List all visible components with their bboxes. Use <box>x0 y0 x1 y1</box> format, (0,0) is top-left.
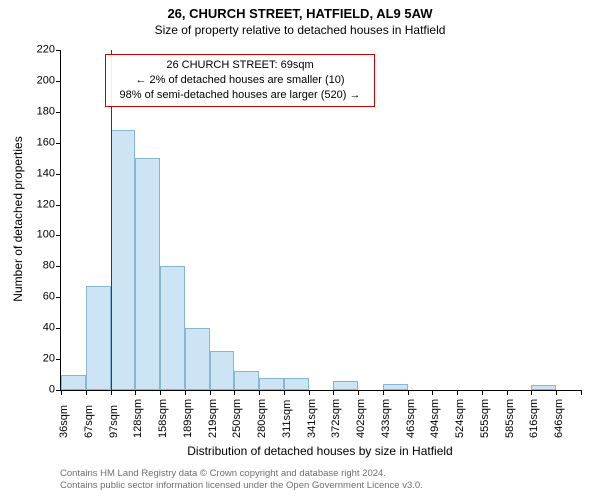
histogram-bar <box>160 266 185 390</box>
x-axis-label: Distribution of detached houses by size … <box>60 444 580 458</box>
callout-annotation: 26 CHURCH STREET: 69sqm← 2% of detached … <box>105 54 375 107</box>
histogram-bar <box>61 375 86 390</box>
x-tick-mark <box>259 390 260 395</box>
y-tick-label: 120 <box>27 199 55 210</box>
annotation-line: ← 2% of detached houses are smaller (10) <box>112 73 368 88</box>
histogram-bar <box>210 351 235 390</box>
y-axis-label: Number of detached properties <box>11 129 25 309</box>
x-tick-mark <box>581 390 582 395</box>
x-tick-mark <box>111 390 112 395</box>
x-tick-label: 97sqm <box>109 405 120 438</box>
x-tick-mark <box>210 390 211 395</box>
histogram-bar <box>284 378 309 390</box>
x-tick-mark <box>408 390 409 395</box>
y-tick-mark <box>56 81 61 82</box>
y-tick-mark <box>56 328 61 329</box>
x-tick-mark <box>160 390 161 395</box>
chart-root: 26, CHURCH STREET, HATFIELD, AL9 5AW Siz… <box>0 0 600 500</box>
x-tick-mark <box>482 390 483 395</box>
y-tick-mark <box>56 266 61 267</box>
x-tick-mark <box>284 390 285 395</box>
x-tick-label: 341sqm <box>307 399 318 438</box>
x-tick-mark <box>556 390 557 395</box>
y-tick-label: 60 <box>27 292 55 303</box>
x-tick-label: 463sqm <box>406 399 417 438</box>
x-tick-mark <box>234 390 235 395</box>
x-tick-label: 616sqm <box>529 399 540 438</box>
histogram-bar <box>135 158 160 390</box>
y-tick-mark <box>56 359 61 360</box>
x-tick-mark <box>135 390 136 395</box>
y-tick-mark <box>56 50 61 51</box>
annotation-line: 98% of semi-detached houses are larger (… <box>112 88 368 103</box>
x-tick-label: 494sqm <box>430 399 441 438</box>
x-tick-label: 250sqm <box>232 399 243 438</box>
x-tick-mark <box>383 390 384 395</box>
histogram-bar <box>383 384 408 390</box>
x-tick-mark <box>309 390 310 395</box>
histogram-bar <box>259 378 284 390</box>
x-tick-label: 158sqm <box>158 399 169 438</box>
title-main: 26, CHURCH STREET, HATFIELD, AL9 5AW <box>0 0 600 21</box>
x-tick-mark <box>457 390 458 395</box>
y-tick-label: 40 <box>27 323 55 334</box>
x-tick-label: 524sqm <box>455 399 466 438</box>
x-tick-label: 219sqm <box>208 399 219 438</box>
histogram-bar <box>333 381 358 390</box>
title-sub: Size of property relative to detached ho… <box>0 21 600 37</box>
histogram-bar <box>234 371 259 390</box>
y-tick-mark <box>56 143 61 144</box>
footer-line-2: Contains public sector information licen… <box>60 480 423 492</box>
x-tick-mark <box>507 390 508 395</box>
x-tick-label: 372sqm <box>331 399 342 438</box>
y-tick-mark <box>56 235 61 236</box>
x-tick-label: 67sqm <box>84 405 95 438</box>
y-tick-mark <box>56 174 61 175</box>
x-tick-label: 585sqm <box>505 399 516 438</box>
histogram-bar <box>185 328 210 390</box>
x-tick-mark <box>61 390 62 395</box>
x-tick-mark <box>531 390 532 395</box>
x-tick-label: 36sqm <box>59 405 70 438</box>
footer-line-1: Contains HM Land Registry data © Crown c… <box>60 468 423 480</box>
x-tick-label: 402sqm <box>356 399 367 438</box>
x-tick-label: 555sqm <box>480 399 491 438</box>
x-tick-mark <box>432 390 433 395</box>
y-tick-label: 100 <box>27 230 55 241</box>
histogram-bar <box>86 286 111 390</box>
y-tick-mark <box>56 205 61 206</box>
y-tick-mark <box>56 112 61 113</box>
x-tick-mark <box>358 390 359 395</box>
y-tick-label: 200 <box>27 75 55 86</box>
y-tick-label: 160 <box>27 137 55 148</box>
x-tick-label: 646sqm <box>554 399 565 438</box>
y-tick-label: 20 <box>27 354 55 365</box>
y-tick-label: 220 <box>27 45 55 56</box>
x-tick-mark <box>86 390 87 395</box>
x-tick-label: 280sqm <box>257 399 268 438</box>
x-tick-mark <box>333 390 334 395</box>
y-tick-label: 0 <box>27 385 55 396</box>
x-tick-label: 128sqm <box>133 399 144 438</box>
y-tick-mark <box>56 297 61 298</box>
x-tick-label: 311sqm <box>282 400 293 438</box>
x-tick-label: 433sqm <box>381 399 392 438</box>
y-tick-label: 80 <box>27 261 55 272</box>
footer-attribution: Contains HM Land Registry data © Crown c… <box>60 468 423 493</box>
x-tick-label: 189sqm <box>183 399 194 438</box>
histogram-bar <box>531 385 556 390</box>
annotation-line: 26 CHURCH STREET: 69sqm <box>112 58 368 73</box>
x-tick-mark <box>185 390 186 395</box>
y-tick-label: 180 <box>27 106 55 117</box>
y-tick-label: 140 <box>27 168 55 179</box>
histogram-bar <box>111 130 136 390</box>
